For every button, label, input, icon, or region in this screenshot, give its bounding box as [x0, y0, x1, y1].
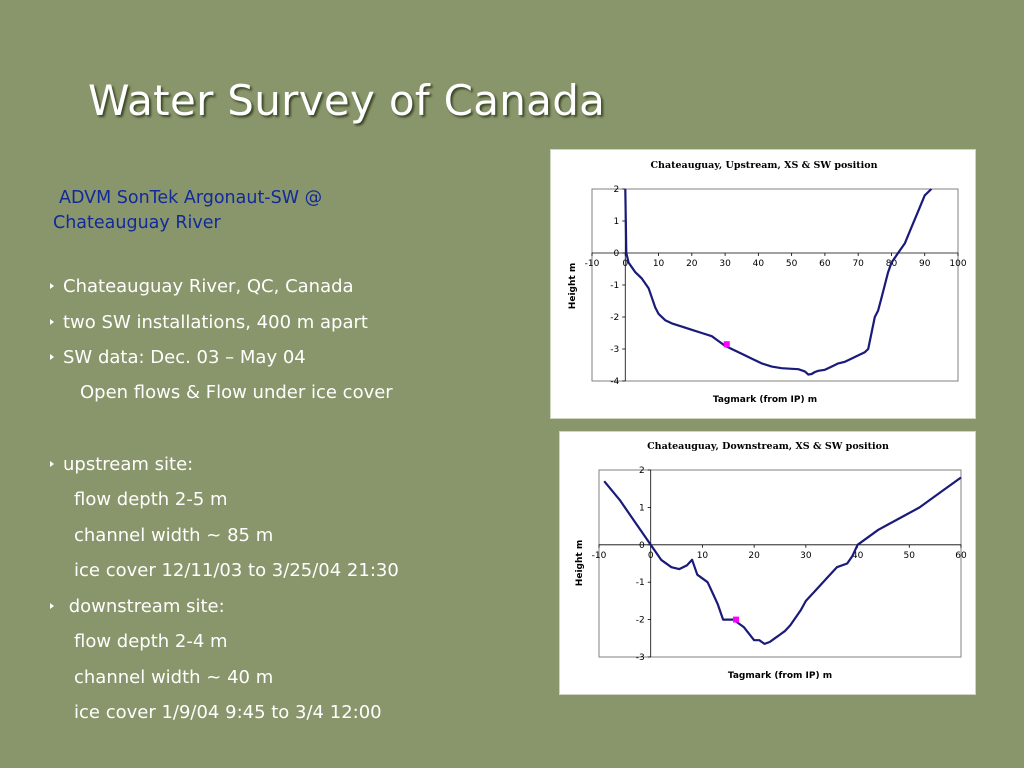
x-tick-label: 60 — [819, 259, 831, 269]
slide-subtitle: ADVM SonTek Argonaut-SW @ Chateauguay Ri… — [53, 186, 413, 236]
cross-section-line — [624, 188, 933, 376]
y-tick-label: -2 — [610, 313, 619, 323]
sw-position-marker — [723, 341, 730, 348]
x-tick-label: 20 — [748, 551, 760, 561]
x-tick-label: 50 — [786, 259, 798, 269]
x-tick-label: 30 — [719, 259, 731, 269]
plot-area — [598, 469, 962, 658]
y-axis-label: Height m — [575, 540, 585, 586]
x-tick-label: 40 — [852, 551, 864, 561]
bullet-item: downstream site: — [50, 596, 225, 617]
x-axis-label: Tagmark (from IP) m — [713, 395, 817, 405]
bullet-text: SW data: Dec. 03 – May 04 — [63, 347, 306, 368]
x-tick-label: 0 — [622, 259, 628, 269]
chart-title: Chateauguay, Downstream, XS & SW positio… — [647, 441, 889, 452]
bullet-item: flow depth 2-4 m — [74, 631, 228, 652]
chart-title: Chateauguay, Upstream, XS & SW position — [650, 160, 877, 171]
upstream-chart-svg: Chateauguay, Upstream, XS & SW position -… — [568, 160, 967, 405]
bullet-arrow-icon — [50, 319, 54, 325]
x-axis-label: Tagmark (from IP) m — [728, 671, 832, 681]
x-tick-label: 100 — [949, 259, 966, 269]
bullet-arrow-icon — [50, 461, 54, 467]
y-tick-label: -4 — [610, 377, 619, 387]
bullet-item: Open flows & Flow under ice cover — [80, 382, 393, 403]
bullet-text: channel width ~ 85 m — [74, 525, 274, 546]
sw-position-marker — [733, 616, 740, 623]
bullet-arrow-icon — [50, 354, 54, 360]
x-tick-label: 50 — [904, 551, 916, 561]
bullet-item: SW data: Dec. 03 – May 04 — [50, 347, 306, 368]
y-axis-label: Height m — [568, 263, 578, 309]
downstream-chart-svg: Chateauguay, Downstream, XS & SW positio… — [575, 441, 967, 681]
x-tick-label: 70 — [852, 259, 864, 269]
y-tick-label: -2 — [636, 616, 645, 626]
bullet-text: upstream site: — [63, 454, 194, 475]
bullet-text: channel width ~ 40 m — [74, 667, 274, 688]
y-tick-label: -1 — [610, 281, 619, 291]
x-tick-label: 10 — [653, 259, 665, 269]
bullet-item: ice cover 12/11/03 to 3/25/04 21:30 — [74, 560, 399, 581]
bullet-item: two SW installations, 400 m apart — [50, 312, 368, 333]
y-tick-label: -3 — [636, 653, 645, 663]
slide-title: Water Survey of Canada — [88, 76, 606, 125]
bullet-item: Chateauguay River, QC, Canada — [50, 276, 354, 297]
downstream-chart: Chateauguay, Downstream, XS & SW positio… — [559, 431, 976, 695]
bullet-arrow-icon — [50, 283, 54, 289]
bullet-text: Open flows & Flow under ice cover — [80, 382, 393, 403]
y-tick-label: 1 — [614, 217, 620, 227]
y-tick-label: 0 — [614, 249, 620, 259]
bullet-text: two SW installations, 400 m apart — [63, 312, 368, 333]
bullet-item: flow depth 2-5 m — [74, 489, 228, 510]
bullet-text: Chateauguay River, QC, Canada — [63, 276, 354, 297]
y-tick-label: -1 — [636, 578, 645, 588]
bullet-item: upstream site: — [50, 454, 193, 475]
subtitle-line-2: Chateauguay River — [53, 213, 221, 233]
x-tick-label: 60 — [955, 551, 967, 561]
cross-section-line — [603, 476, 962, 645]
bullet-text: downstream site: — [63, 596, 225, 617]
bullet-item: channel width ~ 40 m — [74, 667, 273, 688]
x-tick-label: 40 — [753, 259, 765, 269]
x-tick-label: 10 — [697, 551, 709, 561]
y-tick-label: 1 — [639, 503, 645, 513]
x-tick-label: 0 — [648, 551, 654, 561]
x-tick-label: 90 — [919, 259, 931, 269]
plot-area — [591, 188, 959, 382]
bullet-arrow-icon — [50, 603, 54, 609]
bullet-text: ice cover 1/9/04 9:45 to 3/4 12:00 — [74, 702, 382, 723]
bullet-text: ice cover 12/11/03 to 3/25/04 21:30 — [74, 560, 399, 581]
y-tick-label: 2 — [639, 466, 645, 476]
x-tick-label: -10 — [585, 259, 600, 269]
y-tick-label: 0 — [639, 541, 645, 551]
x-tick-label: 20 — [686, 259, 698, 269]
y-tick-label: -3 — [610, 345, 619, 355]
upstream-chart: Chateauguay, Upstream, XS & SW position -… — [550, 149, 976, 419]
x-tick-label: 30 — [800, 551, 812, 561]
y-tick-label: 2 — [614, 185, 620, 195]
bullet-text: flow depth 2-4 m — [74, 631, 228, 652]
bullet-text: flow depth 2-5 m — [74, 489, 228, 510]
bullet-item: channel width ~ 85 m — [74, 525, 273, 546]
bullet-item: ice cover 1/9/04 9:45 to 3/4 12:00 — [74, 702, 382, 723]
subtitle-line-1: ADVM SonTek Argonaut-SW @ — [59, 188, 323, 208]
x-tick-label: -10 — [592, 551, 607, 561]
